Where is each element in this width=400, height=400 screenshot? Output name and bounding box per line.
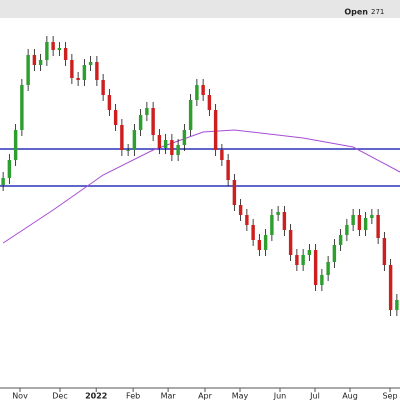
candle-body (70, 60, 74, 78)
candle-body (151, 108, 155, 135)
candle-body (382, 238, 387, 265)
candle-body (145, 108, 149, 115)
x-tick-label: Mar (161, 392, 177, 400)
candle-body (138, 115, 143, 130)
candle-body (338, 235, 343, 245)
candle-body (88, 62, 93, 65)
candle-body (363, 218, 368, 230)
x-tick-label: Feb (126, 392, 140, 400)
candle-body (307, 250, 312, 255)
candle-body (120, 125, 124, 150)
candle-body (113, 110, 118, 125)
candle-body (51, 42, 55, 50)
candle-body (163, 140, 168, 148)
x-tick-label: Nov (12, 392, 28, 400)
candle-body (1, 178, 5, 185)
candle-body (238, 205, 243, 215)
candle-body (20, 85, 24, 130)
x-tick-label: Aug (342, 392, 358, 400)
candle-body (76, 78, 80, 80)
candle-body (95, 62, 99, 80)
candle-body (388, 265, 393, 310)
candle-body (188, 100, 193, 130)
candle-body (57, 48, 62, 50)
candle-body (232, 180, 237, 205)
candle-body (257, 240, 262, 250)
candle-body (376, 215, 380, 238)
x-tick-label: Jul (309, 392, 320, 400)
moving-average (2, 129, 400, 244)
candle-body (201, 85, 205, 95)
candle-body (182, 130, 187, 145)
header-value: 271 (371, 8, 384, 16)
candle-body (245, 215, 249, 225)
header-bar (0, 0, 400, 18)
candle-body (351, 215, 355, 225)
candle-body (101, 80, 105, 95)
x-tick-label: Dec (52, 392, 67, 400)
candle-body (226, 160, 230, 180)
header-label: Open (344, 8, 368, 17)
candle-body (176, 145, 180, 155)
candle-body (288, 230, 293, 255)
candle-body (263, 235, 268, 250)
candle-body (220, 150, 224, 160)
candle-body (82, 65, 87, 80)
candle-body (357, 215, 362, 230)
candle-body (320, 275, 324, 285)
candle-body (295, 255, 299, 265)
x-tick-label: May (232, 392, 249, 400)
candle-body (345, 225, 349, 235)
candle-body (370, 215, 374, 218)
candle-body (313, 250, 318, 285)
candle-body (107, 95, 112, 110)
candle-body (207, 95, 212, 110)
candle-body (7, 160, 12, 178)
x-tick-label: 2022 (85, 392, 107, 400)
candle-body (26, 55, 30, 85)
candle-body (195, 85, 199, 100)
candle-body (276, 212, 280, 215)
candle-body (251, 225, 255, 240)
x-tick-label: Jun (273, 392, 287, 400)
candle-body (45, 42, 49, 60)
candle-body (270, 215, 274, 235)
candle-body (63, 48, 68, 60)
candle-body (326, 262, 330, 275)
x-tick-label: Sep (382, 392, 397, 400)
candle-body (282, 212, 287, 230)
candle-body (38, 60, 43, 65)
candle-body (13, 130, 18, 160)
candle-body (132, 130, 137, 150)
candle-body (301, 255, 305, 265)
candle-body (32, 55, 37, 65)
candle-body (126, 150, 130, 151)
x-tick-label: Apr (198, 392, 213, 400)
candle-body (157, 135, 162, 148)
candle-body (170, 140, 174, 155)
candle-body (332, 245, 337, 262)
candle-body (395, 300, 399, 310)
candle-body (213, 110, 218, 150)
